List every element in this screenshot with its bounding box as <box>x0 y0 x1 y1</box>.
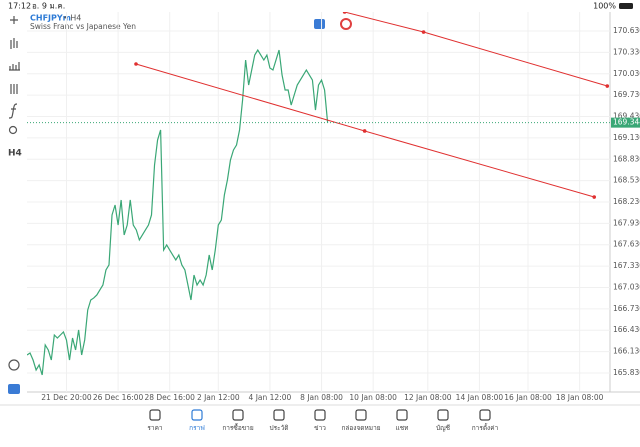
app-icon <box>8 384 20 394</box>
y-tick-label: 166.130 <box>613 347 640 356</box>
nav-item[interactable]: บัญชี <box>436 409 451 432</box>
trendline-anchor <box>342 12 347 14</box>
y-tick-label: 167.930 <box>613 218 640 227</box>
y-tick-label: 166.430 <box>613 325 640 334</box>
nav-label: กล่องจดหมาย <box>341 424 380 432</box>
nav-label: การตั้งค่า <box>472 423 499 432</box>
nav-icon <box>396 409 408 421</box>
y-tick-label: 170.030 <box>613 69 640 78</box>
y-tick-label: 165.830 <box>613 368 640 377</box>
nav-item[interactable]: การซื้อขาย <box>222 409 254 432</box>
trendline-anchor <box>134 62 138 66</box>
trendline-anchor <box>592 195 597 199</box>
nav-label: ราคา <box>147 424 162 432</box>
nav-item[interactable]: กล่องจดหมาย <box>341 409 381 432</box>
x-tick-label: 4 Jan 12:00 <box>249 393 292 402</box>
timeframe: • H4 <box>63 14 81 23</box>
status-date: อ. 9 ม.ค. <box>32 2 65 11</box>
x-tick-label: 28 Dec 16:00 <box>144 393 195 402</box>
nav-item[interactable]: การตั้งค่า <box>472 409 499 432</box>
function-tool[interactable] <box>8 103 18 119</box>
period-button[interactable]: H4 <box>8 149 22 159</box>
symbol-description: Swiss Franc vs Japanese Yen <box>30 22 136 31</box>
left-toolbar <box>8 16 20 371</box>
y-tick-label: 166.730 <box>613 304 640 313</box>
y-tick-label: 168.830 <box>613 154 640 163</box>
y-tick-label: 168.230 <box>613 197 640 206</box>
y-tick-label: 167.630 <box>613 240 640 249</box>
y-tick-label: 167.030 <box>613 282 640 291</box>
x-tick-label: 2 Jan 12:00 <box>197 393 240 402</box>
plot-area <box>27 12 610 376</box>
nav-label: กราฟ <box>189 424 205 432</box>
x-tick-label: 26 Dec 16:00 <box>93 393 144 402</box>
x-tick-label: 14 Jan 08:00 <box>456 393 504 402</box>
nav-icon <box>191 409 203 421</box>
x-tick-label: 10 Jan 08:00 <box>349 393 397 402</box>
trendline-anchor <box>605 84 610 88</box>
price-line <box>27 48 329 376</box>
y-tick-label: 170.630 <box>613 26 640 35</box>
nav-item[interactable]: แชท <box>396 409 409 432</box>
y-tick-label: 169.730 <box>613 90 640 99</box>
nav-icon <box>355 409 367 421</box>
y-tick-label: 167.330 <box>613 261 640 270</box>
status-time: 17:12 <box>8 2 31 11</box>
trendline-anchor <box>421 30 426 34</box>
sell-button[interactable] <box>340 18 352 30</box>
market-watch-tool[interactable] <box>8 359 20 371</box>
trendline <box>344 12 608 87</box>
trendline-anchor <box>362 129 367 133</box>
current-price-label: 169.344 <box>613 118 640 127</box>
x-tick-label: 8 Jan 08:00 <box>300 393 343 402</box>
crosshair-tool[interactable] <box>10 16 18 24</box>
nav-item[interactable]: ข่าว <box>314 409 326 432</box>
shapes-tool[interactable] <box>8 125 18 135</box>
x-tick-label: 16 Jan 08:00 <box>504 393 552 402</box>
nav-icon <box>479 409 491 421</box>
nav-icon <box>437 409 449 421</box>
nav-icon <box>232 409 244 421</box>
symbol[interactable]: CHFJPYm <box>30 14 71 23</box>
nav-label: การซื้อขาย <box>222 423 253 432</box>
buy-button[interactable] <box>314 19 325 29</box>
nav-item[interactable]: ประวัติ <box>270 409 289 432</box>
current-price-box <box>611 117 640 128</box>
chart-type-tool[interactable] <box>10 38 18 49</box>
nav-label: ข่าว <box>314 424 326 432</box>
nav-label: บัญชี <box>436 424 451 432</box>
y-tick-label: 170.330 <box>613 47 640 56</box>
status-battery: 100% <box>593 2 616 11</box>
nav-icon <box>314 409 326 421</box>
y-tick-label: 169.430 <box>613 112 640 121</box>
nav-label: แชท <box>396 424 409 432</box>
y-tick-label: 169.130 <box>613 133 640 142</box>
nav-icon <box>273 409 285 421</box>
battery-icon <box>619 3 633 9</box>
x-tick-label: 18 Jan 08:00 <box>556 393 604 402</box>
x-tick-label: 12 Jan 08:00 <box>404 393 452 402</box>
nav-label: ประวัติ <box>270 424 289 432</box>
x-tick-label: 21 Dec 20:00 <box>41 393 92 402</box>
nav-item[interactable]: กราฟ <box>189 409 205 432</box>
nav-item[interactable]: ราคา <box>147 409 163 432</box>
y-tick-label: 168.530 <box>613 176 640 185</box>
indicator-tool[interactable] <box>9 62 20 71</box>
nav-icon <box>149 409 161 421</box>
objects-tool[interactable] <box>10 84 18 94</box>
